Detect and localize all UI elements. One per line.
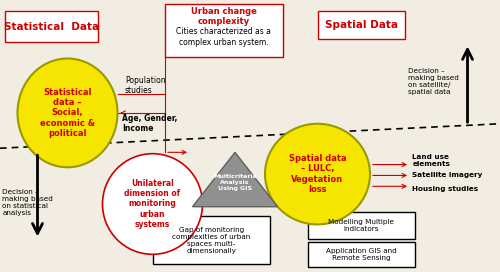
FancyBboxPatch shape xyxy=(308,212,415,239)
Text: Decision –
making based
on satellite/
spatial data: Decision – making based on satellite/ sp… xyxy=(408,68,459,95)
FancyBboxPatch shape xyxy=(165,4,282,57)
Text: Population
studies: Population studies xyxy=(125,76,166,95)
Text: Urban change
complexity: Urban change complexity xyxy=(191,7,256,26)
Text: Cities characterized as a
complex urban system.: Cities characterized as a complex urban … xyxy=(176,27,271,47)
Text: Spatial data
– LULC,
Vegetation
loss: Spatial data – LULC, Vegetation loss xyxy=(288,154,346,194)
Text: Land use
elements: Land use elements xyxy=(412,154,451,167)
FancyBboxPatch shape xyxy=(318,11,405,39)
Text: Gap of monitoring
complexities of urban
spaces multi-
dimensionally: Gap of monitoring complexities of urban … xyxy=(172,227,250,254)
FancyBboxPatch shape xyxy=(152,216,270,264)
Ellipse shape xyxy=(102,154,202,254)
Text: Multicriteria
Analysis
Using GIS: Multicriteria Analysis Using GIS xyxy=(213,174,257,191)
FancyBboxPatch shape xyxy=(308,242,415,267)
Ellipse shape xyxy=(265,124,370,224)
Text: Statistical
data –
Social,
economic &
political: Statistical data – Social, economic & po… xyxy=(40,88,95,138)
Text: Spatial Data: Spatial Data xyxy=(325,20,398,30)
Text: Application GIS and
Remote Sensing: Application GIS and Remote Sensing xyxy=(326,248,396,261)
Text: Decision –
making based
on statistical
analysis: Decision – making based on statistical a… xyxy=(2,189,54,216)
Text: Unilateral
dimension of
monitoring
urban
systems: Unilateral dimension of monitoring urban… xyxy=(124,179,180,229)
Text: Statistical  Data: Statistical Data xyxy=(4,21,99,32)
Text: Satellite imagery: Satellite imagery xyxy=(412,172,483,178)
Polygon shape xyxy=(192,152,278,207)
Text: Age, Gender,
Income: Age, Gender, Income xyxy=(122,114,178,134)
Text: Modelling Multiple
indicators: Modelling Multiple indicators xyxy=(328,219,394,232)
FancyBboxPatch shape xyxy=(5,11,98,42)
Text: Housing studies: Housing studies xyxy=(412,186,478,192)
Ellipse shape xyxy=(18,58,117,167)
